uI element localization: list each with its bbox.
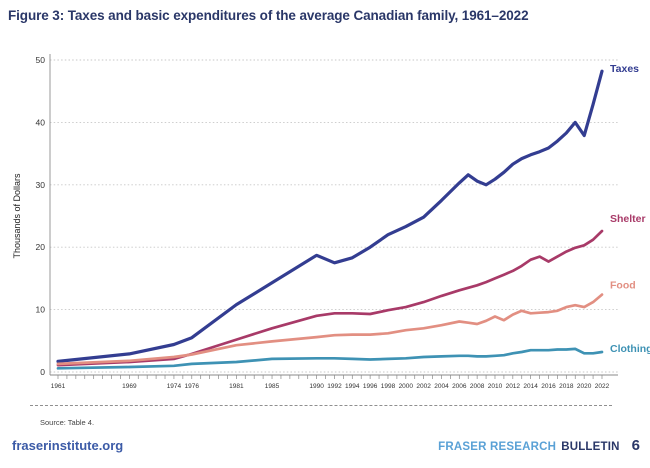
x-tick-label: 2012	[506, 383, 521, 390]
x-tick-label: 1969	[122, 383, 137, 390]
series-label-food: Food	[610, 280, 636, 292]
y-tick-label: 10	[36, 305, 46, 315]
source-note: Source: Table 4.	[40, 418, 95, 427]
x-tick-label: 2014	[523, 383, 538, 390]
x-tick-label: 2010	[488, 383, 503, 390]
x-tick-label: 2022	[595, 383, 610, 390]
x-tick-label: 2006	[452, 383, 467, 390]
y-tick-label: 40	[36, 117, 46, 127]
page-number: 6	[631, 437, 640, 454]
series-label-taxes: Taxes	[610, 63, 639, 75]
fraserinstitute-link[interactable]: fraserinstitute.org	[12, 438, 124, 453]
x-tick-label: 1981	[229, 383, 244, 390]
y-axis-title: Thousands of Dollars	[12, 173, 22, 259]
x-tick-label: 2002	[416, 383, 431, 390]
footer-divider	[30, 405, 612, 406]
series-line-taxes	[56, 69, 604, 363]
x-tick-label: 1996	[363, 383, 378, 390]
x-tick-label: 1994	[345, 383, 360, 390]
x-tick-label: 1990	[309, 383, 324, 390]
series-label-shelter: Shelter	[610, 213, 646, 225]
x-tick-label: 1961	[51, 383, 66, 390]
y-tick-label: 0	[40, 367, 45, 377]
y-tick-label: 20	[36, 242, 46, 252]
brand-bulletin: BULLETIN	[561, 441, 620, 453]
y-tick-label: 30	[36, 180, 46, 190]
x-tick-label: 1998	[381, 383, 396, 390]
x-tick-label: 1985	[265, 383, 280, 390]
series-label-clothing: Clothing	[610, 343, 650, 355]
y-tick-label: 50	[36, 55, 46, 65]
series-line-shelter	[56, 229, 604, 367]
x-tick-label: 2008	[470, 383, 485, 390]
brand-fraser-research: FRASER RESEARCH	[438, 441, 557, 453]
x-tick-label: 1974	[167, 383, 182, 390]
figure-title: Figure 3: Taxes and basic expenditures o…	[8, 8, 529, 23]
x-tick-label: 2016	[541, 383, 556, 390]
brand-block: FRASER RESEARCH BULLETIN 6	[438, 437, 640, 454]
x-tick-label: 1976	[185, 383, 200, 390]
x-tick-label: 2020	[577, 383, 592, 390]
x-tick-label: 2000	[399, 383, 414, 390]
series-line-clothing	[56, 347, 604, 370]
x-tick-label: 2004	[434, 383, 449, 390]
x-tick-label: 2018	[559, 383, 574, 390]
x-tick-label: 1992	[327, 383, 342, 390]
series-line-food	[56, 293, 604, 366]
